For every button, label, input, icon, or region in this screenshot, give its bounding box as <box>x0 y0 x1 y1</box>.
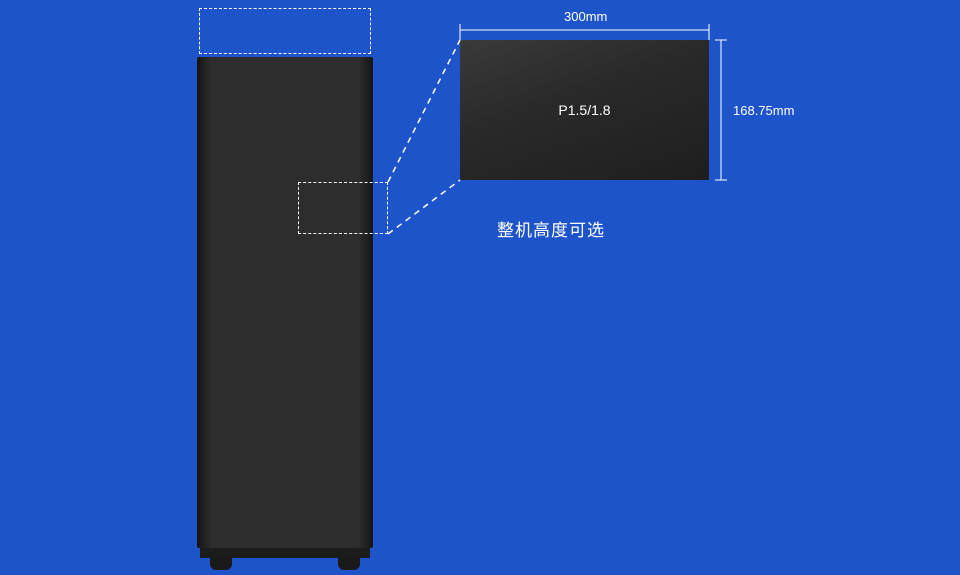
callout-line-top <box>388 40 460 182</box>
tower-base <box>200 548 370 558</box>
callout-line-bottom <box>388 180 460 234</box>
caster-right <box>338 558 360 570</box>
caster-left <box>210 558 232 570</box>
dashed-module-region <box>298 182 388 234</box>
dashed-top-extension <box>199 8 371 54</box>
detail-panel-label: P1.5/1.8 <box>558 102 610 118</box>
diagram-stage: P1.5/1.8 300mm 168.75mm 整机高度可选 <box>0 0 960 575</box>
width-dim-label: 300mm <box>564 9 607 24</box>
height-dim-label: 168.75mm <box>733 103 794 118</box>
annotation-text: 整机高度可选 <box>497 216 605 241</box>
detail-panel: P1.5/1.8 <box>460 40 709 180</box>
display-tower <box>197 57 373 548</box>
